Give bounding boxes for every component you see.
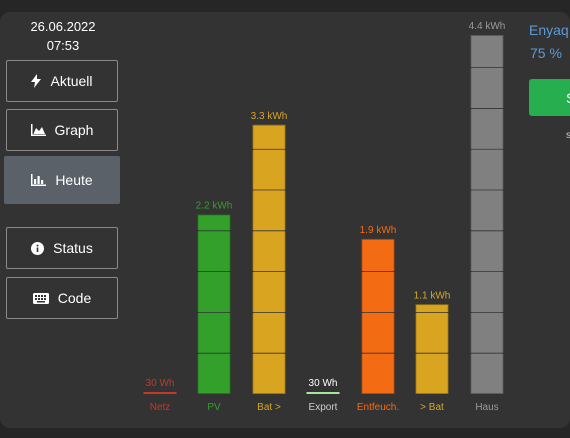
bar-value-label: 1.1 kWh [414, 290, 451, 301]
category-label: Entfeuch. [357, 402, 399, 413]
bar [306, 392, 340, 394]
bar [470, 35, 504, 394]
category-label: PV [207, 402, 221, 413]
bar-value-label: 30 Wh [146, 378, 175, 389]
date-label: 26.06.2022 [30, 19, 96, 34]
bar-group-4: 1.9 kWh Entfeuch. [357, 225, 399, 413]
category-label: Export [309, 402, 338, 413]
bar-group-1: 2.2 kWh PV [196, 201, 233, 414]
category-label: > Bat [420, 402, 444, 413]
nav-button-status[interactable]: Status [6, 227, 118, 269]
vehicle-action-label: S [566, 90, 570, 106]
bar-value-label: 30 Wh [309, 378, 338, 389]
bar-outline [470, 35, 504, 395]
keyboard-icon [32, 292, 49, 304]
bar [415, 304, 449, 394]
bar-outline [197, 214, 231, 394]
nav-button-graph[interactable]: Graph [6, 109, 118, 151]
bar [252, 124, 286, 394]
bar-group-3: 30 Wh Export [306, 378, 340, 413]
nav-button-code[interactable]: Code [6, 277, 118, 319]
bar-value-label: 2.2 kWh [196, 201, 233, 212]
bar-group-0: 30 Wh Netz [143, 378, 177, 413]
nav-button-aktuell[interactable]: Aktuell [6, 60, 118, 102]
time-label: 07:53 [46, 38, 80, 53]
bar [361, 238, 395, 394]
vehicle-name: Enyaq [529, 22, 569, 38]
category-label: Netz [150, 402, 171, 413]
nav-label-status: Status [53, 240, 93, 256]
bar-group-2: 3.3 kWh Bat > [251, 111, 288, 413]
nav-button-heute[interactable]: Heute [4, 156, 120, 204]
area-chart-icon [30, 124, 46, 136]
vehicle-small-label: s [566, 130, 570, 141]
vehicle-charge-percent: 75 % [530, 45, 562, 61]
bar-value-label: 3.3 kWh [251, 111, 288, 122]
bar-outline [415, 304, 449, 394]
info-icon [31, 241, 45, 255]
bar-outline [252, 124, 286, 395]
category-label: Haus [475, 402, 498, 413]
nav-label-code: Code [57, 290, 92, 306]
nav-label-graph: Graph [54, 122, 94, 138]
bar-group-6: 4.4 kWh Haus [469, 21, 506, 413]
bolt-icon [31, 74, 42, 88]
bar-value-label: 4.4 kWh [469, 21, 506, 32]
bar [143, 392, 177, 394]
nav-label-aktuell: Aktuell [50, 73, 93, 89]
bar [197, 214, 231, 394]
bar-group-5: 1.1 kWh > Bat [414, 290, 451, 413]
bar-value-label: 1.9 kWh [360, 225, 397, 236]
bar-chart-icon [31, 174, 47, 186]
vehicle-action-button[interactable]: S [529, 79, 570, 116]
bar-outline [361, 238, 395, 395]
nav-label-heute: Heute [55, 172, 93, 188]
category-label: Bat > [257, 402, 281, 413]
